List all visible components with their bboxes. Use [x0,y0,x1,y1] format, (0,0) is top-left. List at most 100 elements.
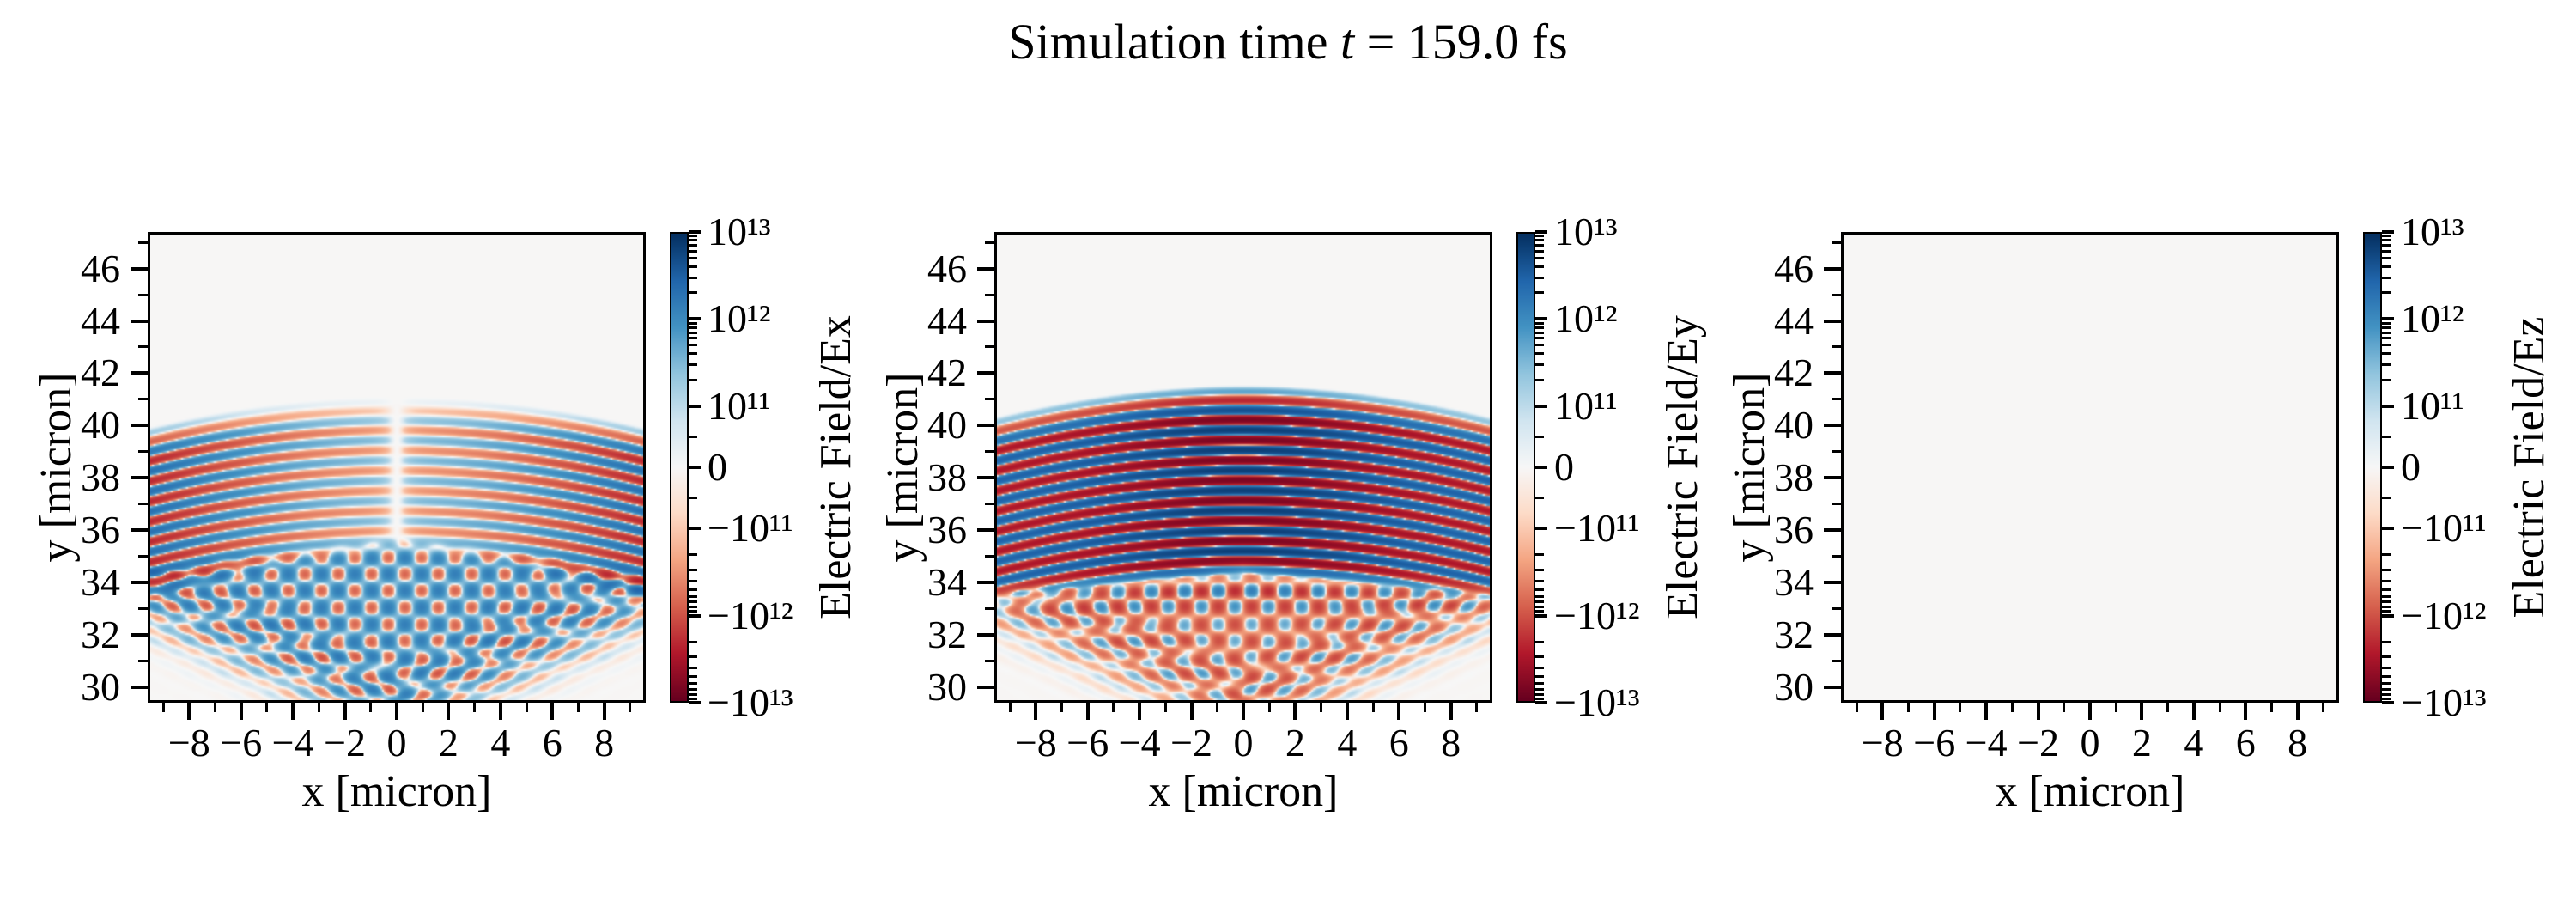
colorbar-minor-tick [1535,497,1544,500]
x-major-tick [1034,703,1038,720]
y-tick-label: 42 [81,350,120,395]
x-tick-label: 0 [1233,721,1254,765]
x-minor-tick [1371,703,1375,712]
colorbar-minor-tick [2382,257,2391,260]
colorbar-minor-tick [2382,553,2391,557]
colorbar-minor-tick [689,655,697,659]
colorbar-major-tick [689,466,701,469]
x-major-tick [2244,703,2248,720]
y-tick-label: 44 [927,298,967,343]
y-major-tick [1824,424,1841,428]
y-tick-label: 30 [81,664,120,709]
colorbar-minor-tick [2382,579,2391,582]
panel-ey: y [micron] x [micron] Electric Field/Ey … [878,0,1840,902]
x-minor-tick [2114,703,2117,712]
y-major-tick [131,580,148,584]
x-tick-label: −2 [2017,721,2060,765]
colorbar-minor-tick [1535,697,1544,700]
colorbar-minor-tick [1535,579,1544,582]
colorbar-major-tick [1535,317,1547,321]
colorbar-tick-label: −10¹² [2401,593,2487,637]
colorbar-label-ez: Electric Field/Ez [2505,316,2554,619]
colorbar-minor-tick [1535,291,1544,295]
colorbar-minor-tick [1535,257,1544,260]
colorbar-tick-label: 10¹³ [2401,210,2464,253]
x-tick-label: −6 [1066,721,1109,765]
colorbar-minor-tick [689,244,697,247]
colorbar-major-tick [689,613,701,618]
colorbar-minor-tick [2382,239,2391,242]
colorbar-minor-tick [2382,692,2391,696]
colorbar-minor-tick [689,276,697,279]
x-tick-label: 6 [542,721,562,765]
x-minor-tick [421,703,424,712]
colorbar-minor-tick [689,692,697,696]
y-tick-label: 32 [1774,612,1814,656]
colorbar-minor-tick [2382,244,2391,247]
y-minor-tick [138,293,148,296]
x-minor-tick [1855,703,1858,712]
x-tick-label: −4 [1118,721,1161,765]
colorbar-minor-tick [1535,569,1544,572]
y-major-tick [131,685,148,689]
y-tick-label: 30 [1774,664,1814,709]
colorbar-minor-tick [2382,682,2391,685]
colorbar-minor-tick [689,682,697,685]
y-major-tick [1824,528,1841,533]
x-major-tick [1397,703,1401,720]
x-major-tick [1880,703,1885,720]
y-major-tick [131,371,148,375]
x-minor-tick [2166,703,2170,712]
y-tick-label: 34 [927,559,967,604]
y-major-tick [1824,580,1841,584]
colorbar-minor-tick [2382,655,2391,659]
colorbar-minor-tick [2382,588,2391,591]
colorbar-minor-tick [689,352,697,356]
y-minor-tick [1832,503,1841,506]
x-tick-label: −4 [271,721,314,765]
y-minor-tick [1832,293,1841,296]
x-minor-tick [214,703,217,712]
colorbar-tick-label: 0 [1554,445,1574,489]
y-minor-tick [138,450,148,454]
colorbar-minor-tick [1535,265,1544,268]
x-tick-label: 6 [2235,721,2256,765]
figure-title-variable: t [1340,14,1355,70]
colorbar-minor-tick [2382,640,2391,643]
y-major-tick [1824,266,1841,271]
x-minor-tick [2322,703,2325,712]
x-minor-tick [2010,703,2014,712]
colorbar-minor-tick [689,588,697,591]
x-tick-label: −8 [1014,721,1057,765]
colorbar-minor-tick [689,235,697,238]
colorbar-major-tick [1535,404,1547,408]
colorbar-minor-tick [1535,331,1544,334]
colorbar-major-tick [2382,466,2394,469]
heatmap-canvas-ey [997,235,1490,700]
colorbar-tick-label: −10¹³ [2401,680,2487,724]
x-minor-tick [1907,703,1911,712]
colorbar-canvas-ez [2365,234,2380,701]
x-tick-label: 4 [490,721,511,765]
x-major-tick [498,703,502,720]
colorbar-ez [2363,232,2382,703]
colorbar-tick-label: 0 [2401,445,2421,489]
colorbar-tick-label: −10¹² [708,593,793,637]
colorbar-ex [670,232,689,703]
colorbar-minor-tick [2382,344,2391,347]
heatmap-canvas-ex [150,235,643,700]
colorbar-minor-tick [2382,249,2391,253]
y-tick-label: 44 [1774,298,1814,343]
x-major-tick [2088,703,2092,720]
x-major-tick [2295,703,2300,720]
colorbar-minor-tick [1535,594,1544,598]
x-tick-label: −6 [220,721,263,765]
heatmap-plot-area-ez [1841,232,2339,703]
x-major-tick [447,703,451,720]
y-minor-tick [138,345,148,349]
colorbar-minor-tick [1535,655,1544,659]
colorbar-minor-tick [689,600,697,604]
colorbar-minor-tick [2382,265,2391,268]
y-major-tick [1824,685,1841,689]
panel-ex: y [micron] x [micron] Electric Field/Ex … [32,0,993,902]
